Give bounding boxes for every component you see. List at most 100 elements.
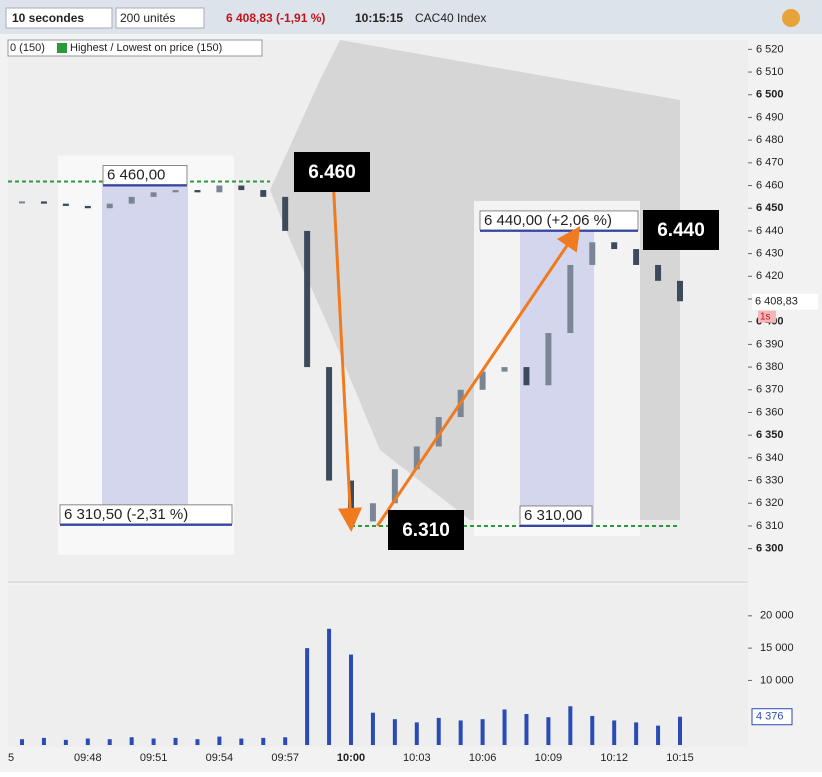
x-tick-label: 5 <box>8 752 14 764</box>
candle <box>567 264 574 334</box>
volume-bar <box>392 719 397 745</box>
price-box-label: 6 440,00 (+2,06 %) <box>484 212 612 229</box>
volume-bar <box>568 706 573 745</box>
candle <box>633 249 640 265</box>
candle <box>413 446 420 470</box>
interval-select[interactable] <box>5 7 113 29</box>
candle <box>128 196 135 204</box>
volume-bar <box>349 654 353 745</box>
callout-box <box>294 152 370 192</box>
volume-bar <box>436 717 441 745</box>
y-tick-label: 6 350 <box>756 429 784 441</box>
callout-label: 6.310 <box>402 520 450 541</box>
candle <box>19 201 25 204</box>
y-tick-label: 6 430 <box>756 248 784 260</box>
volume-bar <box>327 628 332 745</box>
interval: 10 secondes <box>12 11 84 25</box>
x-tick-label: 10:12 <box>600 752 628 764</box>
instrument: CAC40 Index <box>415 11 486 25</box>
y-tick-label: 6 480 <box>756 134 784 146</box>
y-tick-label: 6 390 <box>756 338 784 350</box>
volume-bar <box>63 739 68 745</box>
candle <box>106 203 113 209</box>
x-tick-label: 10:03 <box>403 752 431 764</box>
price-box-label: 6 310,00 <box>524 507 582 524</box>
legend <box>7 39 263 57</box>
x-tick-label: 10:06 <box>469 752 497 764</box>
y-tick-label: 6 450 <box>756 202 784 214</box>
volume-bar <box>217 736 222 745</box>
y-tick-label: 20 000 <box>760 610 794 622</box>
candle <box>84 205 91 209</box>
volume-bar <box>370 712 375 745</box>
y-tick-label: 6 340 <box>756 452 784 464</box>
y-tick-label: 6 300 <box>756 543 784 555</box>
volume-bar <box>590 715 595 745</box>
last-price-box <box>752 293 818 310</box>
volume-bar <box>20 739 24 745</box>
volume-bar <box>612 720 617 745</box>
x-tick-label: 09:48 <box>74 752 102 764</box>
volume-bar <box>239 738 244 745</box>
candle <box>62 203 69 206</box>
candle <box>326 367 333 481</box>
arrow-down <box>331 185 363 532</box>
volume-bar <box>502 709 507 745</box>
volume-bar <box>107 739 112 745</box>
time: 10:15:15 <box>355 11 403 25</box>
volume-bar <box>173 737 178 745</box>
last-volume: 4 376 <box>756 711 784 723</box>
y-tick-label: 6 380 <box>756 361 784 373</box>
candle <box>479 371 486 390</box>
candle <box>589 242 596 265</box>
candle <box>655 264 662 281</box>
timer-box <box>758 310 776 323</box>
y-tick-label: 6 320 <box>756 497 784 509</box>
zone-right-blue <box>520 230 594 526</box>
y-tick-label: 6 470 <box>756 157 784 169</box>
callout-box <box>388 510 464 550</box>
volume-bar <box>524 714 529 745</box>
x-tick-label: 09:54 <box>206 752 234 764</box>
volume-bar <box>41 737 46 745</box>
callout-label: 6.460 <box>308 162 356 183</box>
price-box-label: 6 460,00 <box>107 166 165 183</box>
y-tick-label: 6 460 <box>756 179 784 191</box>
volume-bar <box>283 737 288 745</box>
candle <box>172 190 179 193</box>
y-tick-label: 6 370 <box>756 384 784 396</box>
volume-panel <box>8 585 748 747</box>
candle <box>435 417 442 447</box>
units: 200 unités <box>120 11 175 25</box>
y-tick-label: 6 330 <box>756 474 784 486</box>
volume-bar <box>656 725 661 745</box>
volume-bar <box>634 722 639 745</box>
volume-bar <box>261 737 266 745</box>
legend-swatch <box>57 43 67 53</box>
price-box-label: 6 310,50 (-2,31 %) <box>64 506 188 523</box>
volume-bar <box>678 716 682 745</box>
volume-bar <box>129 737 134 745</box>
volume-bar <box>305 648 310 745</box>
y-tick-label: 6 500 <box>756 89 784 101</box>
candle <box>194 190 201 193</box>
candle <box>260 190 267 197</box>
legend-indicator: Highest / Lowest on price (150) <box>70 42 222 54</box>
y-tick-label: 6 510 <box>756 66 784 78</box>
y-tick-label: 6 310 <box>756 520 784 532</box>
candle <box>238 185 245 191</box>
x-tick-label: 09:51 <box>140 752 168 764</box>
last-volume-box <box>751 708 793 726</box>
candle <box>545 333 552 386</box>
callout-box <box>643 210 719 250</box>
refresh-icon[interactable] <box>782 9 800 27</box>
units-select[interactable] <box>115 7 205 29</box>
timer: 1s <box>760 311 771 322</box>
candle <box>282 196 289 231</box>
quote: 6 408,83 (-1,91 %) <box>226 11 325 25</box>
volume-bar <box>458 720 463 745</box>
last-price: 6 408,83 <box>755 296 798 308</box>
arrow-up <box>376 225 581 527</box>
candle <box>501 367 508 372</box>
